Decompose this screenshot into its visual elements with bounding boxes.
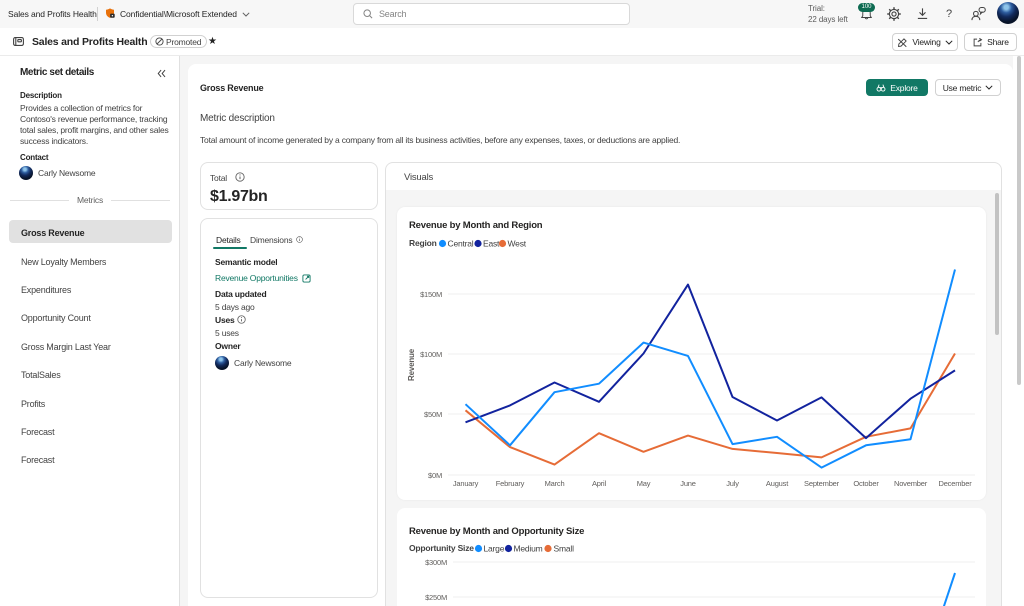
svg-text:Central: Central	[448, 239, 474, 249]
svg-text:November: November	[894, 479, 928, 488]
svg-text:August: August	[766, 479, 789, 488]
svg-text:December: December	[939, 479, 973, 488]
svg-text:Small: Small	[554, 544, 575, 554]
svg-text:$250M: $250M	[425, 593, 447, 602]
svg-text:February: February	[496, 479, 525, 488]
svg-text:September: September	[804, 479, 840, 488]
svg-text:East: East	[483, 239, 500, 249]
svg-text:May: May	[637, 479, 651, 488]
svg-text:July: July	[726, 479, 739, 488]
svg-text:June: June	[680, 479, 695, 488]
svg-text:Medium: Medium	[514, 544, 543, 554]
svg-text:Revenue: Revenue	[407, 348, 416, 381]
svg-text:Large: Large	[484, 544, 505, 554]
svg-text:March: March	[545, 479, 565, 488]
svg-text:$50M: $50M	[424, 410, 442, 419]
svg-text:October: October	[853, 479, 879, 488]
svg-text:$150M: $150M	[420, 290, 442, 299]
svg-text:West: West	[508, 239, 527, 249]
svg-text:January: January	[453, 479, 479, 488]
svg-text:$0M: $0M	[428, 471, 442, 480]
svg-text:April: April	[592, 479, 607, 488]
svg-text:$100M: $100M	[420, 350, 442, 359]
svg-text:$300M: $300M	[425, 558, 447, 567]
